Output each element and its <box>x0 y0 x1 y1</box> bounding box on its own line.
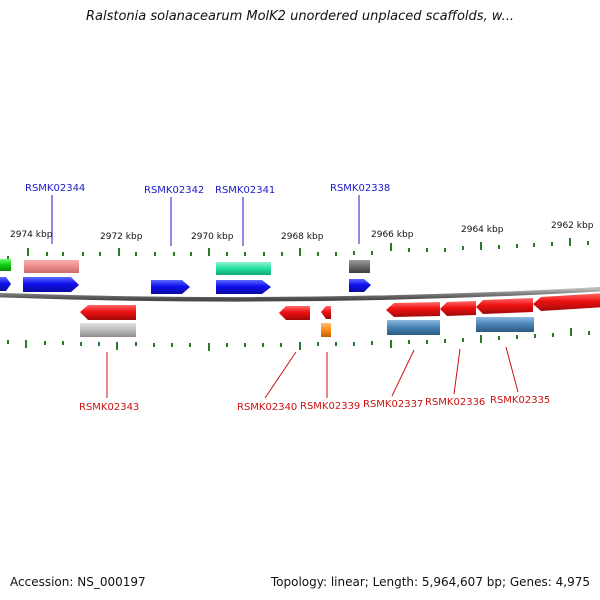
gene-label-rsmk02343[interactable]: RSMK02343 <box>79 402 139 413</box>
gene-feature-rsmk02339-orange[interactable] <box>321 323 331 337</box>
gene-label-rsmk02335[interactable]: RSMK02335 <box>490 395 550 406</box>
genome-backbone <box>0 287 600 302</box>
gene-label-rsmk02336[interactable]: RSMK02336 <box>425 397 485 408</box>
gene-feature-rsmk02338-gray[interactable] <box>349 260 370 273</box>
gene-label-rsmk02344[interactable]: RSMK02344 <box>25 183 85 194</box>
gene-arrow-rsmk02343[interactable] <box>80 305 136 320</box>
accession-text: Accession: NS_000197 <box>10 575 146 589</box>
top-gene-labels: RSMK02344 RSMK02342 RSMK02341 RSMK02338 <box>25 183 390 196</box>
top-label-leaders <box>51 195 360 246</box>
gene-label-rsmk02337[interactable]: RSMK02337 <box>363 399 423 410</box>
gene-arrow-partial-right[interactable] <box>533 293 600 311</box>
gene-arrow-rsmk02337[interactable] <box>386 302 440 317</box>
gene-feature-rsmk02335-steel[interactable] <box>476 317 534 332</box>
gene-arrow-rsmk02342[interactable] <box>151 280 190 294</box>
scale-label: 2966 kbp <box>371 230 414 240</box>
reverse-features <box>80 293 600 337</box>
forward-features <box>0 259 371 294</box>
scale-label: 2968 kbp <box>281 232 324 242</box>
gene-feature-rsmk02343-gray[interactable] <box>80 323 136 337</box>
gene-label-rsmk02340[interactable]: RSMK02340 <box>237 402 297 413</box>
gene-feature-rsmk02341-teal[interactable] <box>216 262 271 275</box>
gene-feature-rsmk02337-steel[interactable] <box>387 320 440 335</box>
gene-arrow-rsmk02336[interactable] <box>440 301 476 316</box>
gene-arrow-rsmk02340[interactable] <box>279 306 310 320</box>
scale-labels: 2974 kbp 2972 kbp 2970 kbp 2968 kbp 2966… <box>10 221 594 242</box>
gene-label-rsmk02339[interactable]: RSMK02339 <box>300 401 360 412</box>
leader-line <box>391 349 415 397</box>
leader-line <box>453 348 461 395</box>
gene-label-rsmk02342[interactable]: RSMK02342 <box>144 185 204 196</box>
gene-label-rsmk02341[interactable]: RSMK02341 <box>215 185 275 196</box>
gene-arrow-rsmk02341[interactable] <box>216 280 271 294</box>
scale-label: 2964 kbp <box>461 225 504 235</box>
scale-label: 2972 kbp <box>100 232 143 242</box>
gene-arrow-rsmk02335[interactable] <box>476 298 533 314</box>
lower-ticks <box>7 328 590 351</box>
scale-label: 2974 kbp <box>10 230 53 240</box>
bottom-label-leaders <box>106 346 519 399</box>
bottom-gene-labels: RSMK02343 RSMK02340 RSMK02339 RSMK02337 … <box>79 395 550 413</box>
leader-line <box>264 351 297 399</box>
gene-arrow-rsmk02338[interactable] <box>349 279 371 292</box>
gene-arrow-rsmk02344[interactable] <box>23 277 79 292</box>
gene-feature-rsmk02344-pink[interactable] <box>24 260 79 273</box>
gene-arrow-rsmk02339[interactable] <box>321 306 331 319</box>
map-title: Ralstonia solanacearum MolK2 unordered u… <box>85 9 514 24</box>
gene-arrow-blue-partial[interactable] <box>0 277 11 291</box>
gene-label-rsmk02338[interactable]: RSMK02338 <box>330 183 390 194</box>
topology-summary: Topology: linear; Length: 5,964,607 bp; … <box>270 575 590 589</box>
leader-line <box>505 346 519 393</box>
upper-ticks <box>7 238 589 260</box>
gene-feature-rsmk-green[interactable] <box>0 259 11 271</box>
scale-label: 2970 kbp <box>191 232 234 242</box>
scale-label: 2962 kbp <box>551 221 594 231</box>
